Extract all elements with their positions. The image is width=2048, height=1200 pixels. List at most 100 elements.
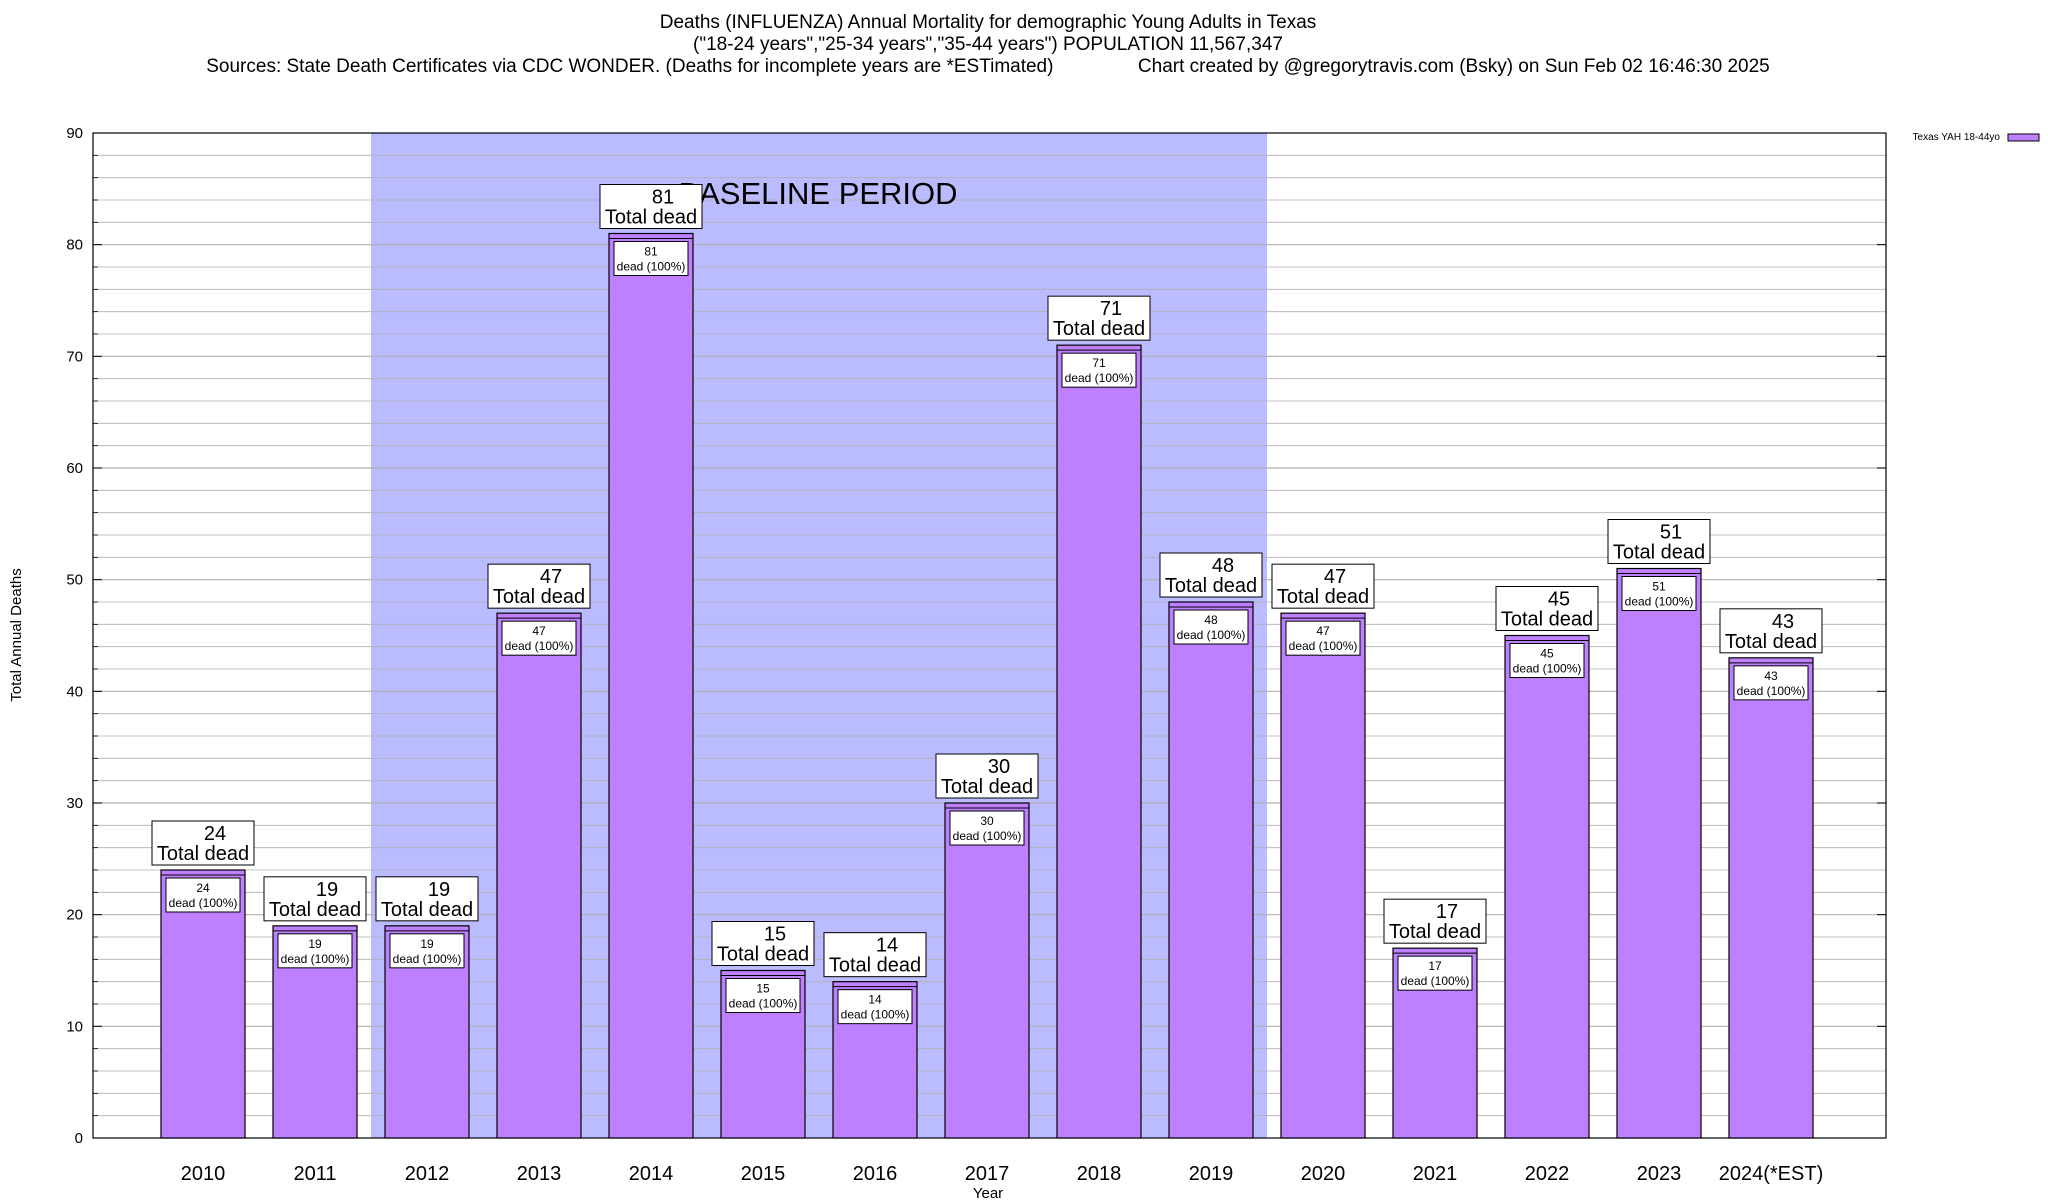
- bar: [160, 869, 246, 1139]
- top-label-text: Total dead: [493, 586, 585, 608]
- y-tick-label: 60: [66, 460, 83, 477]
- inner-label-value: 71: [1092, 356, 1106, 370]
- inner-label-text: dead (100%): [841, 1008, 910, 1022]
- top-label-box: [711, 921, 815, 966]
- inner-label-box: [501, 620, 577, 656]
- inner-label-text: dead (100%): [505, 639, 574, 653]
- x-tick-label: 2016: [853, 1163, 898, 1185]
- chart-title: Deaths (INFLUENZA) Annual Mortality for …: [659, 12, 1317, 33]
- y-tick-label: 70: [66, 348, 83, 365]
- inner-label-box: [1509, 643, 1585, 678]
- top-label-text: Total dead: [1277, 586, 1369, 608]
- bar: [1616, 567, 1702, 1139]
- top-label-box: [1159, 552, 1263, 598]
- top-label-box: [823, 932, 927, 978]
- top-label-text: Total dead: [1501, 609, 1593, 631]
- inner-label-box: [1061, 352, 1137, 388]
- bar: [1168, 601, 1254, 1139]
- top-label-value: 14: [876, 935, 898, 957]
- inner-label-text: dead (100%): [169, 896, 238, 910]
- inner-label-box: [1285, 620, 1361, 656]
- top-label-text: Total dead: [381, 899, 473, 921]
- inner-label-box: [1173, 609, 1249, 645]
- inner-label-value: 48: [1204, 613, 1218, 627]
- legend-label: Texas YAH 18-44yo: [1913, 132, 2001, 143]
- inner-label-value: 43: [1764, 669, 1778, 683]
- inner-label-text: dead (100%): [1177, 628, 1246, 642]
- x-tick-label: 2017: [965, 1163, 1010, 1185]
- bar: [1504, 634, 1590, 1139]
- top-label-text: Total dead: [717, 944, 809, 966]
- chart-title-block: Deaths (INFLUENZA) Annual Mortality for …: [0, 12, 1976, 78]
- y-tick-label: 20: [66, 907, 83, 924]
- inner-label-value: 30: [980, 814, 994, 828]
- top-label-value: 15: [764, 924, 786, 946]
- y-tick-label: 80: [66, 237, 83, 254]
- x-tick-label: 2022: [1525, 1163, 1570, 1185]
- top-label-box: [1495, 586, 1599, 631]
- x-tick-label: 2012: [405, 1163, 450, 1185]
- inner-label-value: 81: [644, 245, 658, 259]
- chart-subtitle: ("18-24 years","25-34 years","35-44 year…: [693, 34, 1283, 55]
- inner-label-box: [277, 933, 353, 969]
- inner-label-box: [1621, 576, 1697, 611]
- inner-label-text: dead (100%): [281, 952, 350, 966]
- top-label-value: 19: [316, 879, 338, 901]
- y-tick-label: 90: [66, 125, 83, 142]
- baseline-period-label: BASELINE PERIOD: [678, 176, 957, 211]
- y-tick-label: 30: [66, 795, 83, 812]
- inner-label-box: [1397, 955, 1473, 991]
- top-label-text: Total dead: [605, 207, 697, 229]
- inner-label-value: 24: [196, 881, 210, 895]
- inner-label-text: dead (100%): [1625, 595, 1694, 609]
- y-tick-label: 0: [75, 1130, 83, 1147]
- inner-label-text: dead (100%): [729, 997, 798, 1011]
- x-tick-label: 2023: [1637, 1163, 1682, 1185]
- top-label-text: Total dead: [1053, 318, 1145, 340]
- top-label-text: Total dead: [269, 899, 361, 921]
- inner-label-value: 19: [308, 937, 322, 951]
- inner-label-value: 45: [1540, 647, 1554, 661]
- top-label-box: [1383, 898, 1487, 944]
- top-label-value: 47: [540, 566, 562, 588]
- inner-label-box: [837, 989, 913, 1025]
- x-tick-label: 2019: [1189, 1163, 1234, 1185]
- inner-label-text: dead (100%): [953, 829, 1022, 843]
- top-label-box: [375, 876, 479, 922]
- top-label-text: Total dead: [941, 776, 1033, 798]
- x-tick-label: 2020: [1301, 1163, 1346, 1185]
- top-label-value: 43: [1772, 611, 1794, 633]
- top-label-box: [1047, 295, 1151, 341]
- top-label-value: 48: [1212, 555, 1234, 577]
- top-label-text: Total dead: [829, 955, 921, 977]
- bar: [1280, 612, 1366, 1139]
- inner-label-text: dead (100%): [1289, 639, 1358, 653]
- x-tick-label: 2013: [517, 1163, 562, 1185]
- inner-label-text: dead (100%): [1401, 974, 1470, 988]
- bar: [496, 612, 582, 1139]
- inner-label-box: [165, 877, 241, 913]
- top-label-value: 71: [1100, 298, 1122, 320]
- y-tick-label: 10: [66, 1018, 83, 1035]
- inner-label-text: dead (100%): [393, 952, 462, 966]
- inner-label-text: dead (100%): [1065, 371, 1134, 385]
- x-tick-label: 2021: [1413, 1163, 1458, 1185]
- top-label-box: [263, 876, 367, 922]
- x-tick-label: 2014: [629, 1163, 674, 1185]
- inner-label-value: 47: [1316, 624, 1330, 638]
- inner-label-value: 15: [756, 982, 770, 996]
- top-label-box: [1271, 563, 1375, 609]
- x-axis-label: Year: [973, 1185, 1003, 1200]
- inner-label-value: 47: [532, 624, 546, 638]
- legend-swatch: [2007, 133, 2040, 142]
- top-label-value: 17: [1436, 901, 1458, 923]
- inner-label-box: [389, 933, 465, 969]
- inner-label-value: 17: [1428, 959, 1442, 973]
- inner-label-box: [725, 978, 801, 1013]
- top-label-value: 30: [988, 756, 1010, 778]
- top-label-box: [487, 563, 591, 609]
- top-label-box: [599, 184, 703, 229]
- inner-label-text: dead (100%): [617, 260, 686, 274]
- inner-label-value: 14: [868, 993, 882, 1007]
